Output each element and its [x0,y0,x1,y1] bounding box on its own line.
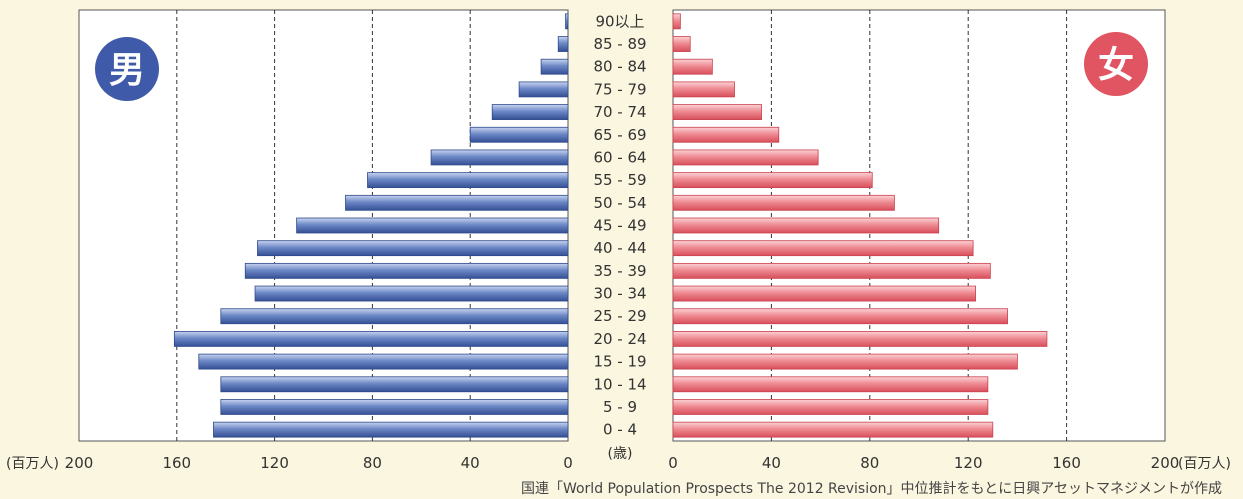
male-bar-55-59 [367,172,569,189]
male-bar-85-89 [557,36,569,52]
female-bar-80-84 [672,58,713,75]
female-bar-85-89 [672,36,691,52]
male-bar-25-29 [220,308,569,325]
male-bar-0-4 [213,421,569,438]
male-bar-90以上 [565,13,569,30]
x-tick-labels: 200 160 120 80 40 0 0 40 80 120 160 200 [65,454,1180,472]
female-bar-30-34 [672,285,976,302]
female-bar-25-29 [672,308,1008,325]
left-unit-label: (百万人) [6,456,59,472]
male-bar-70-74 [491,104,569,120]
male-badge: 男 [95,37,159,101]
age-label: 40 - 44 [593,239,646,257]
source-note: 国連「World Population Prospects The 2012 R… [521,481,1222,497]
female-tick-label: 160 [1052,454,1081,472]
age-label: 15 - 19 [593,353,646,371]
age-label: 30 - 34 [593,285,646,303]
age-label: 20 - 24 [593,330,646,348]
age-label: 45 - 49 [593,217,646,235]
female-tick-label: 120 [954,454,983,472]
female-bar-40-44 [672,240,974,257]
age-label: 70 - 74 [593,103,646,121]
male-bar-10-14 [220,376,569,393]
female-badge-label: 女 [1098,45,1134,86]
age-label: 35 - 39 [593,262,646,280]
female-tick-label: 40 [762,454,781,472]
female-bar-60-64 [672,149,819,166]
male-bar-60-64 [430,149,569,166]
male-tick-label: 160 [162,454,191,472]
female-badge: 女 [1084,32,1148,96]
male-bar-40-44 [257,240,569,257]
female-bar-0-4 [672,421,994,438]
male-bar-75-79 [518,81,569,98]
age-label: 50 - 54 [593,194,646,212]
male-bar-65-69 [469,126,569,143]
female-bar-45-49 [672,217,940,234]
bars [173,13,1048,438]
female-bar-15-19 [672,353,1018,370]
age-label: 10 - 14 [593,375,646,393]
age-label: 65 - 69 [593,126,646,144]
male-bar-45-49 [296,217,569,234]
age-label: 85 - 89 [593,35,646,53]
age-label: 55 - 59 [593,171,646,189]
male-bar-5-9 [220,399,569,415]
male-tick-label: 120 [260,454,289,472]
age-label: 60 - 64 [593,148,646,166]
male-bar-80-84 [540,58,569,75]
male-bar-15-19 [198,353,569,370]
age-label: 90以上 [595,12,644,30]
age-label: 5 - 9 [603,398,637,416]
age-label: 80 - 84 [593,58,646,76]
age-label: 25 - 29 [593,307,646,325]
female-bar-35-39 [672,262,991,279]
male-tick-label: 80 [363,454,382,472]
age-label: 0 - 4 [603,421,637,439]
age-unit-label: (歳) [608,446,633,462]
female-bar-75-79 [672,81,735,98]
male-tick-label: 0 [563,454,573,472]
female-tick-label: 200 [1151,454,1180,472]
female-bar-5-9 [672,399,989,415]
female-bar-20-24 [672,331,1048,347]
age-label: 75 - 79 [593,80,646,98]
female-bar-65-69 [672,126,780,143]
female-bar-90以上 [672,13,681,30]
female-bar-10-14 [672,376,989,393]
age-labels: 0 - 4 5 - 9 10 - 14 15 - 19 20 - 24 25 - 29 30… [593,12,646,438]
male-tick-label: 200 [65,454,94,472]
male-badge-label: 男 [109,50,145,91]
male-tick-label: 40 [461,454,480,472]
female-bar-50-54 [672,194,895,211]
female-tick-label: 0 [668,454,678,472]
male-bar-35-39 [244,262,569,279]
male-bar-20-24 [173,331,569,347]
female-bar-70-74 [672,104,762,120]
male-bar-30-34 [254,285,569,302]
right-unit-label: (百万人) [1178,456,1231,472]
female-bar-55-59 [672,172,873,189]
male-bar-50-54 [345,194,569,211]
female-tick-label: 80 [860,454,879,472]
